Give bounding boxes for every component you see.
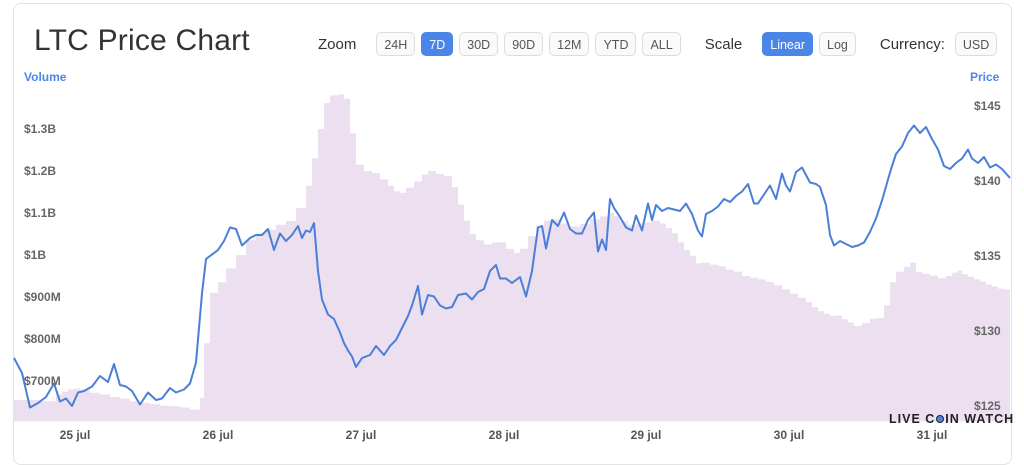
zoom-90d-button[interactable]: 90D [504, 32, 544, 56]
volume-tick: $1.3B [24, 122, 57, 136]
volume-tick: $700M [24, 374, 61, 388]
price-line [13, 124, 1011, 409]
chart-plot-area[interactable] [0, 0, 1024, 450]
price-tick: $140 [974, 174, 1001, 188]
date-tick: 31 jul [916, 428, 948, 442]
zoom-all-button[interactable]: ALL [642, 32, 681, 56]
zoom-7d-button[interactable]: 7D [421, 32, 454, 56]
zoom-24h-button[interactable]: 24H [376, 32, 416, 56]
volume-tick: $800M [24, 332, 61, 346]
price-axis-title: Price [970, 70, 1000, 84]
price-tick: $125 [974, 399, 1001, 413]
volume-area [14, 94, 1010, 421]
scale-log-button[interactable]: Log [819, 32, 856, 56]
date-tick: 26 jul [202, 428, 234, 442]
volume-tick: $900M [24, 290, 61, 304]
chart-toolbar: Zoom 24H 7D 30D 90D 12M YTD ALL Scale Li… [318, 31, 1003, 57]
livecoinwatch-logo: LIVE C IN WATCH [889, 412, 1015, 426]
coin-logo-icon [936, 415, 945, 423]
date-tick: 27 jul [345, 428, 377, 442]
volume-tick: $1B [24, 248, 47, 262]
volume-tick: $1.2B [24, 164, 57, 178]
currency-label: Currency: [879, 35, 945, 53]
zoom-12m-button[interactable]: 12M [549, 32, 590, 56]
currency-select[interactable]: USD [954, 32, 998, 56]
date-tick: 29 jul [630, 428, 662, 442]
volume-axis-title: Volume [24, 70, 67, 84]
price-tick: $135 [974, 249, 1001, 263]
scale-linear-button[interactable]: Linear [762, 32, 813, 56]
zoom-30d-button[interactable]: 30D [459, 32, 499, 56]
date-tick: 30 jul [773, 428, 805, 442]
zoom-ytd-button[interactable]: YTD [595, 32, 637, 56]
price-tick: $130 [974, 324, 1001, 338]
volume-tick: $1.1B [24, 206, 57, 220]
scale-label: Scale [704, 35, 743, 53]
page-title: LTC Price Chart [34, 24, 250, 57]
price-tick: $145 [974, 99, 1001, 113]
date-tick: 28 jul [488, 428, 520, 442]
zoom-label: Zoom [318, 35, 357, 53]
date-tick: 25 jul [59, 428, 91, 442]
